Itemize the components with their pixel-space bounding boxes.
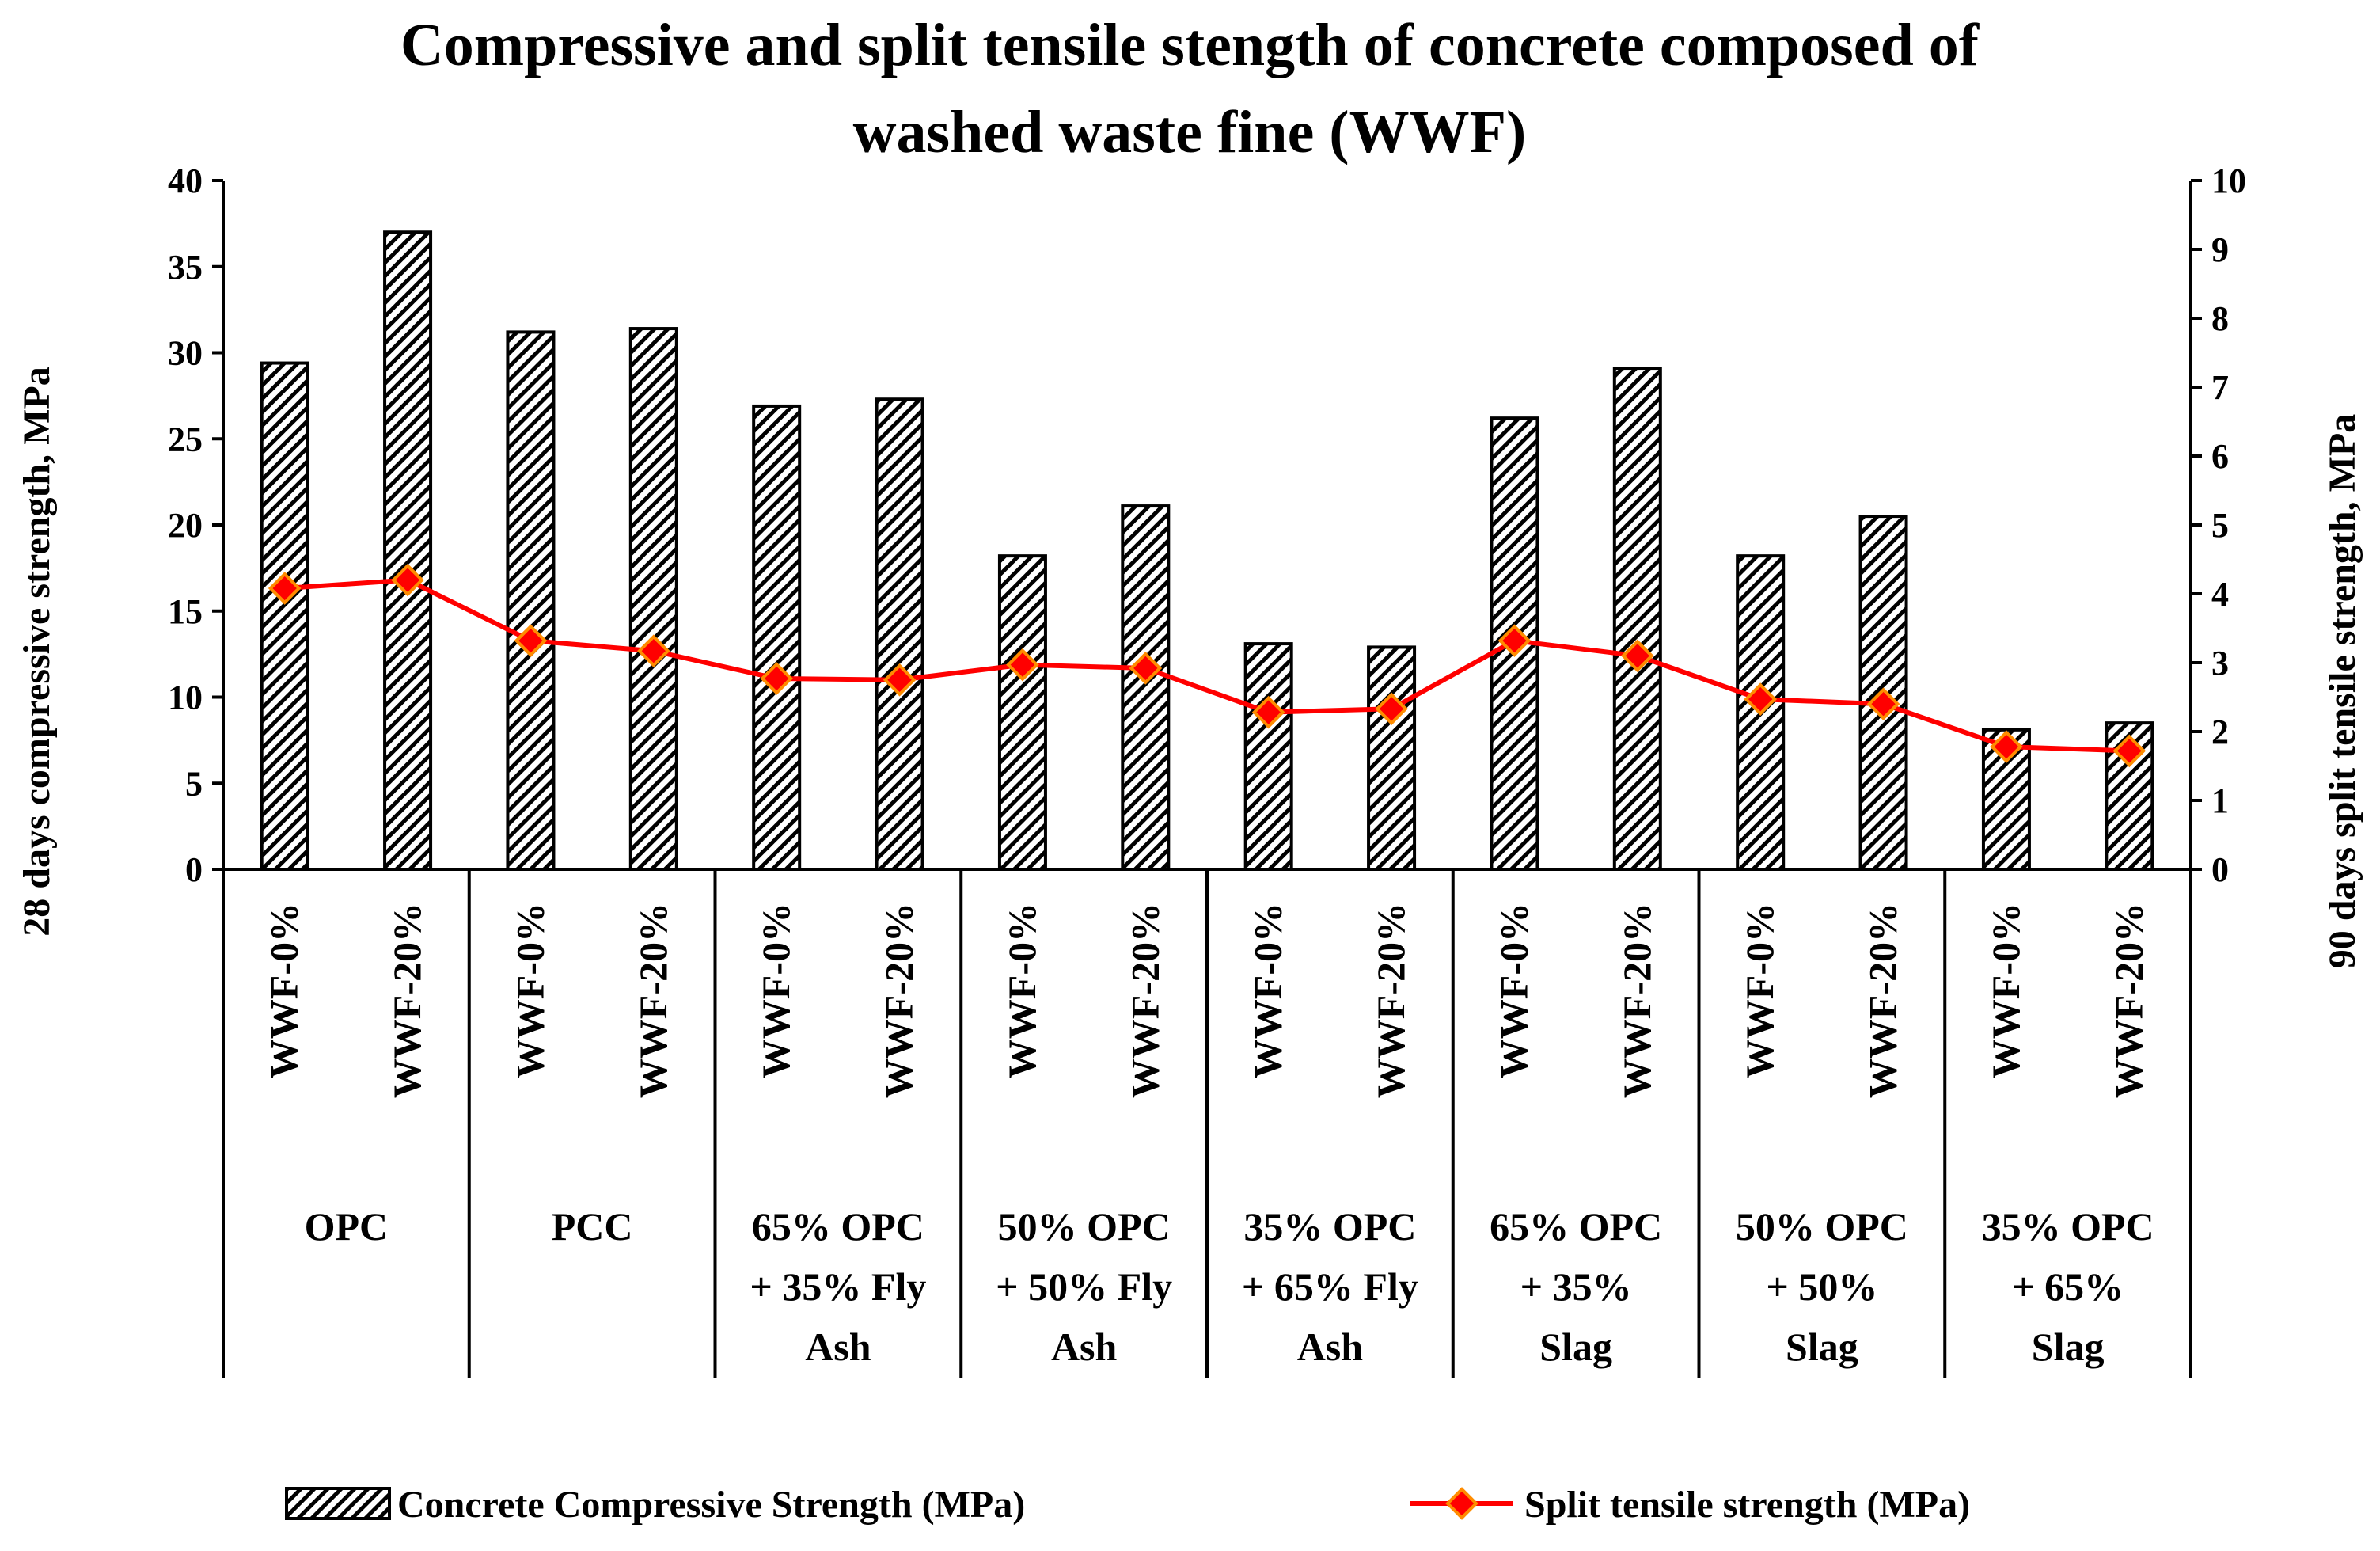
y-tick-label: 25 [168, 420, 203, 458]
group-label: 35% OPC [1243, 1204, 1416, 1249]
category-label: WWF-20% [631, 903, 675, 1098]
group-label: Ash [1297, 1325, 1364, 1369]
line-marker [268, 572, 302, 605]
category-label: WWF-0% [1246, 903, 1290, 1078]
category-label: WWF-20% [2106, 903, 2150, 1098]
axes: 0 5 10 15 20 25 30 35 40 0 1 2 3 4 5 6 7 8 9 10 28 days comp… [16, 162, 2363, 968]
bar [1612, 367, 1662, 871]
bar-series [260, 230, 2154, 872]
group-label: + 35% Fly [750, 1264, 926, 1309]
category-label: WWF-20% [877, 903, 921, 1098]
legend-bar-label: Concrete Compressive Strength (MPa) [397, 1484, 1025, 1526]
y-tick-label: 40 [168, 162, 203, 200]
legend: Concrete Compressive Strength (MPa) Split… [285, 1484, 1970, 1526]
category-label: WWF-20% [385, 903, 429, 1098]
legend-bar-swatch [285, 1487, 391, 1520]
group-label: + 65% [2012, 1264, 2124, 1309]
group-label: 50% OPC [1736, 1204, 1908, 1249]
y2-tick-label: 2 [2211, 713, 2229, 751]
category-label: WWF-0% [1737, 903, 1782, 1078]
y-tick-label: 35 [168, 248, 203, 287]
category-label: WWF-20% [1615, 903, 1659, 1098]
y-tick-label: 0 [185, 850, 203, 889]
group-label: 65% OPC [1490, 1204, 1662, 1249]
category-label: WWF-0% [262, 903, 306, 1078]
group-label: + 65% Fly [1242, 1264, 1418, 1309]
title-line-2: washed waste fine (WWF) [853, 99, 1527, 165]
group-label: + 50% Fly [996, 1264, 1172, 1309]
line-marker [883, 663, 917, 697]
bar [997, 554, 1047, 872]
group-label: PCC [552, 1204, 633, 1249]
split-tensile-line [284, 577, 2130, 754]
line-marker [1251, 695, 1285, 729]
group-label: 35% OPC [1982, 1204, 2154, 1249]
bar [1243, 642, 1293, 871]
line-marker [1866, 687, 1900, 721]
bar [1121, 504, 1171, 871]
line-marker [2112, 734, 2147, 768]
y2-tick-label: 10 [2211, 162, 2246, 200]
category-label: WWF-0% [753, 903, 798, 1078]
line-marker [760, 662, 794, 695]
category-label: WWF-0% [507, 903, 552, 1078]
bar [875, 397, 924, 872]
category-label: WWF-20% [1368, 903, 1413, 1098]
category-label: WWF-0% [1983, 903, 2028, 1078]
line-marker [1744, 682, 1778, 716]
chart-title: Compressive and split tensile stength of… [400, 12, 1980, 165]
group-label: Slag [1786, 1325, 1858, 1369]
bar [1367, 645, 1417, 871]
line-marker [391, 563, 424, 597]
line-marker [514, 624, 548, 657]
bar [506, 330, 556, 871]
group-label: OPC [305, 1204, 389, 1249]
line-marker [636, 634, 670, 668]
category-label: WWF-0% [1491, 903, 1535, 1078]
legend-line-label: Split tensile strength (MPa) [1524, 1484, 1970, 1526]
line-marker [1006, 648, 1039, 682]
bar [260, 361, 309, 871]
y-axis-title: 28 days compressive strength, MPa [16, 367, 58, 937]
category-label: WWF-0% [1000, 903, 1044, 1078]
group-label: 50% OPC [998, 1204, 1171, 1249]
category-labels: WWF-0% WWF-20% WWF-0% WWF-20% WWF-0% WWF-20% W… [222, 869, 2192, 1378]
y-tick-label: 20 [168, 506, 203, 545]
y-tick-label: 5 [185, 764, 203, 803]
y2-tick-label: 8 [2211, 299, 2229, 338]
line-marker [1375, 692, 1408, 726]
group-label: + 35% [1520, 1264, 1632, 1309]
line-marker [1990, 730, 2023, 763]
title-line-1: Compressive and split tensile stength of… [400, 12, 1980, 78]
y-tick-label: 15 [168, 592, 203, 631]
y2-tick-label: 1 [2211, 781, 2229, 820]
line-marker [1129, 652, 1163, 685]
y2-tick-label: 0 [2211, 850, 2229, 889]
line-marker [1620, 639, 1654, 673]
group-label: 65% OPC [752, 1204, 924, 1249]
y-tick-label: 30 [168, 334, 203, 373]
y2-tick-label: 5 [2211, 506, 2229, 545]
group-label: Slag [1539, 1325, 1612, 1369]
bar [752, 404, 802, 871]
line-marker [1497, 624, 1532, 657]
category-label: WWF-20% [1122, 903, 1167, 1098]
bar [628, 327, 678, 871]
y2-tick-label: 6 [2211, 437, 2229, 476]
group-label: Ash [805, 1325, 871, 1369]
y2-tick-label: 4 [2211, 575, 2229, 614]
y-tick-label: 10 [168, 679, 203, 717]
bar [383, 230, 433, 871]
group-label: Slag [2032, 1325, 2105, 1369]
category-label: WWF-20% [1861, 903, 1905, 1098]
y2-axis-title: 90 days split tensile strength, MPa [2321, 414, 2363, 968]
legend-line-marker [1445, 1487, 1478, 1520]
y2-tick-label: 7 [2211, 368, 2229, 407]
group-label: + 50% [1766, 1264, 1877, 1309]
y2-tick-label: 3 [2211, 644, 2229, 682]
y2-tick-label: 9 [2211, 230, 2229, 269]
group-label: Ash [1051, 1325, 1118, 1369]
line-series [268, 563, 2147, 768]
